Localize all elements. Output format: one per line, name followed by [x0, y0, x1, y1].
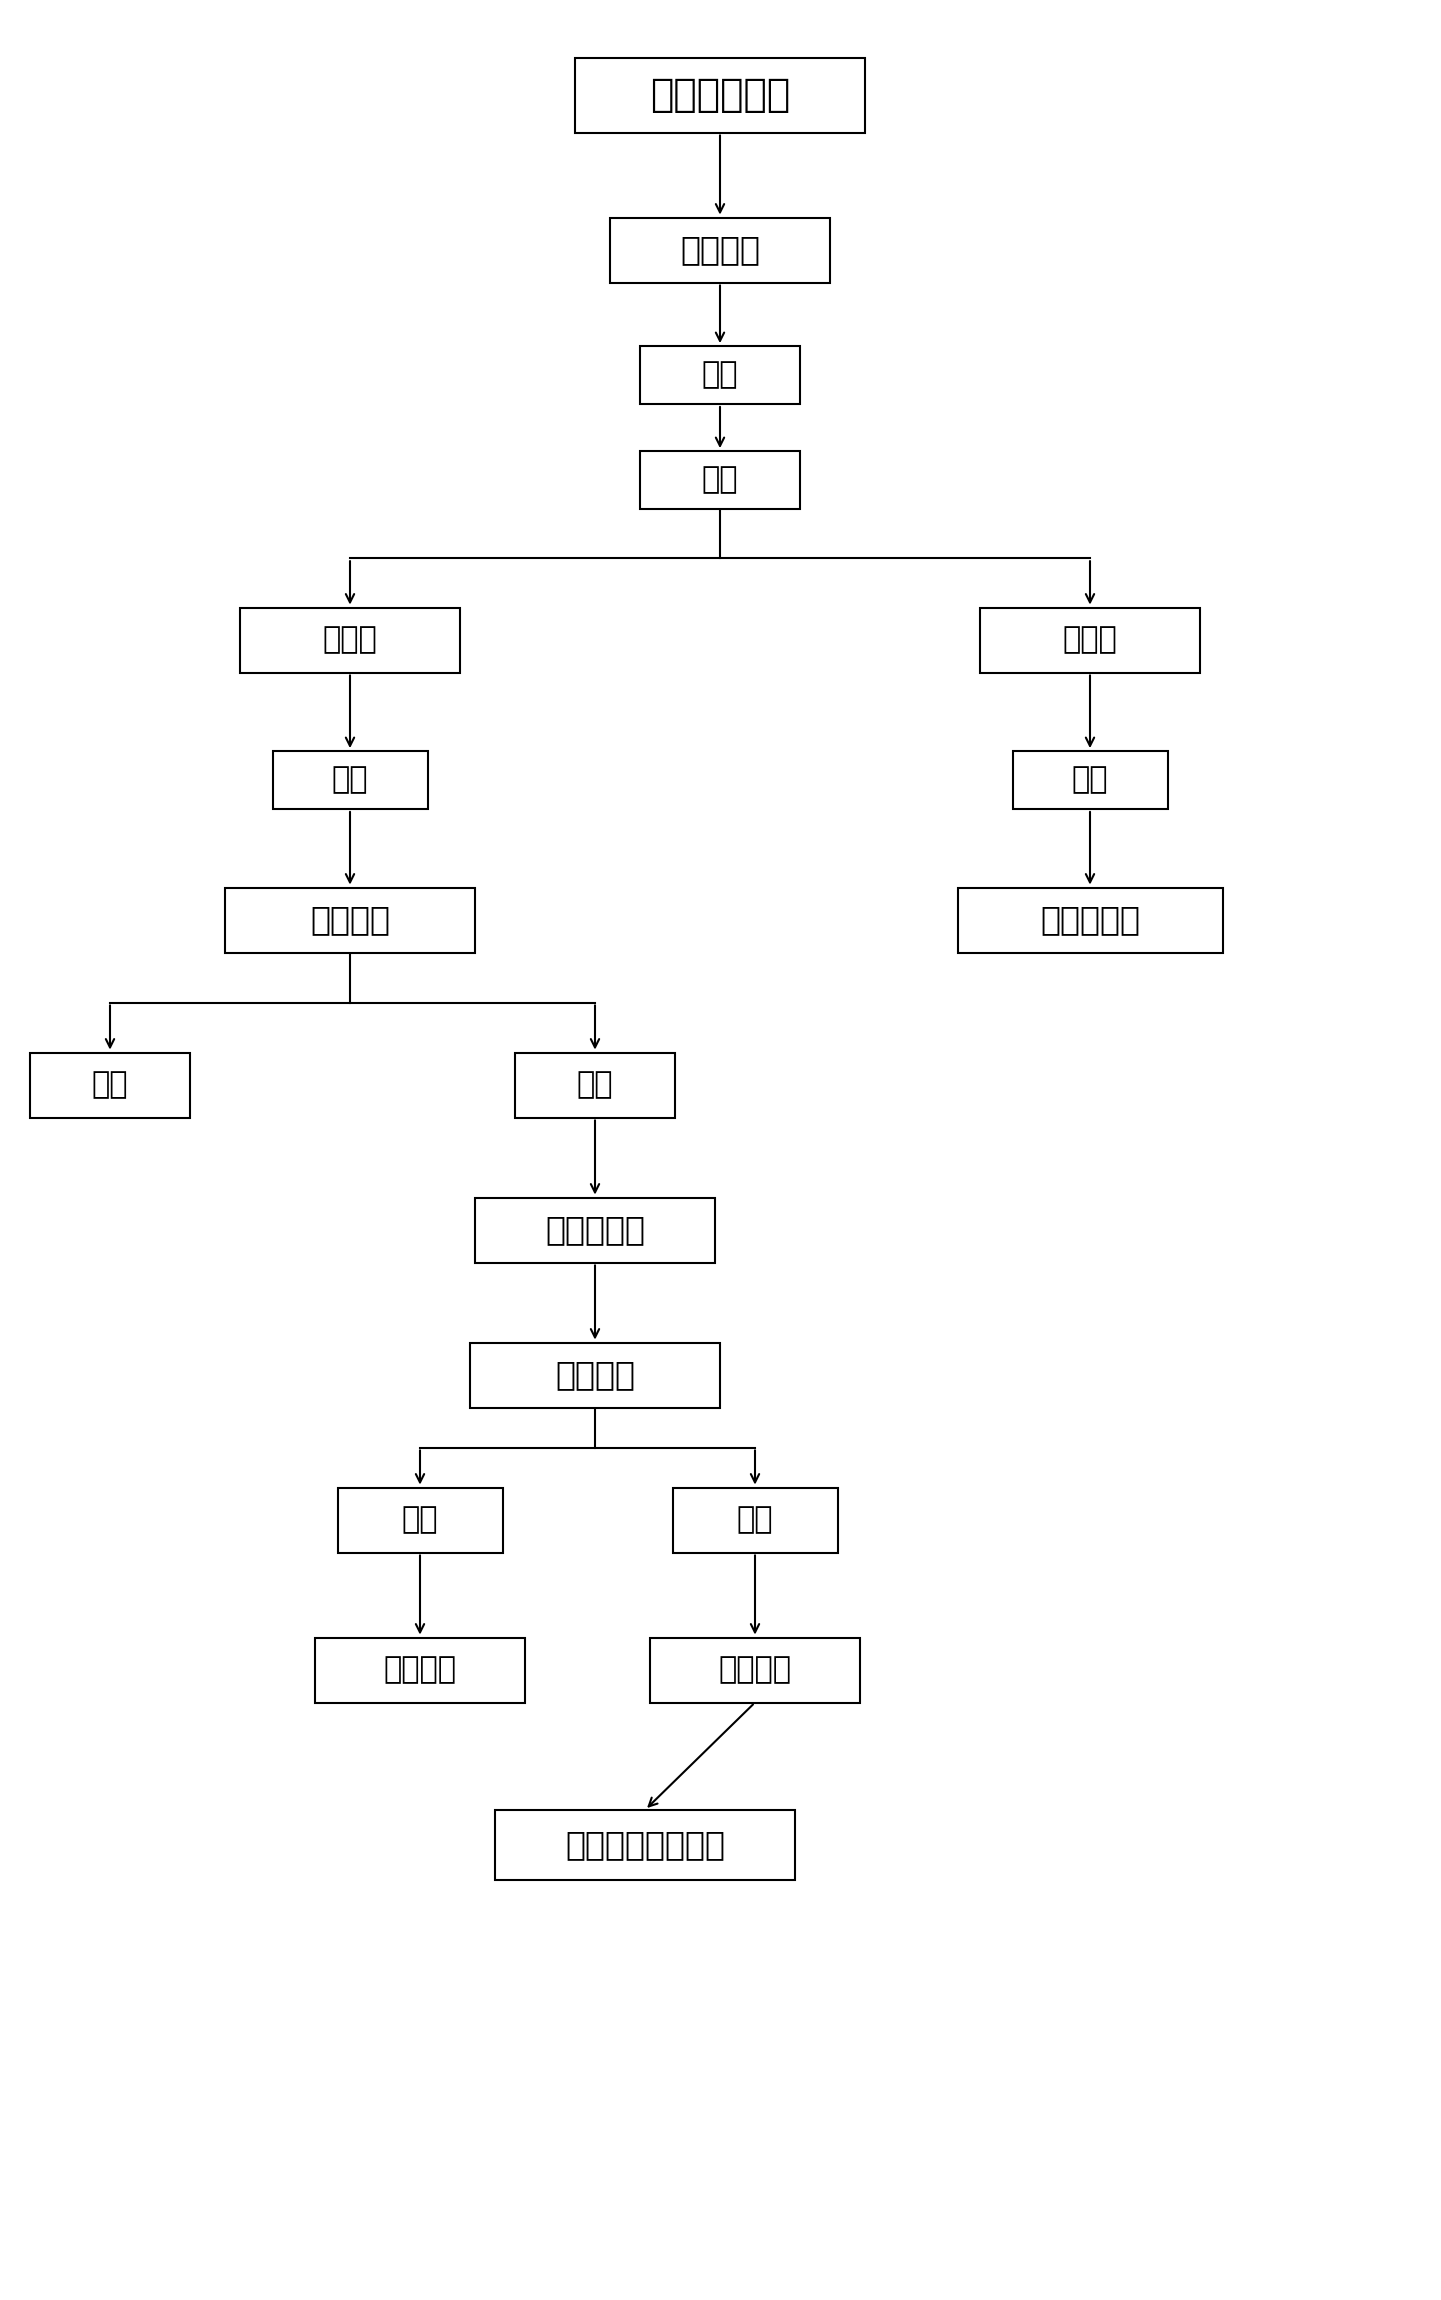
Text: 浸出: 浸出: [331, 766, 369, 794]
Bar: [241, 607, 460, 672]
Bar: [575, 58, 865, 133]
Bar: [316, 1638, 525, 1702]
Text: 清洗: 清洗: [1072, 766, 1108, 794]
Text: 加入硫酸盐: 加入硫酸盐: [545, 1214, 646, 1247]
Bar: [610, 218, 830, 283]
Bar: [650, 1638, 860, 1702]
Text: 钉壳粉碎粒: 钉壳粉碎粒: [1040, 904, 1140, 936]
Bar: [272, 752, 428, 810]
Bar: [673, 1488, 837, 1553]
Text: 滤渣: 滤渣: [92, 1070, 128, 1099]
Bar: [980, 607, 1200, 672]
Bar: [640, 451, 800, 508]
Text: 过筛: 过筛: [702, 465, 738, 494]
Text: 滤液: 滤液: [576, 1070, 614, 1099]
Text: 镁氢废旧电池: 镁氢废旧电池: [650, 76, 790, 115]
Bar: [514, 1053, 674, 1118]
Text: 机械破碎: 机械破碎: [680, 235, 759, 267]
Text: 固液分离: 固液分离: [555, 1359, 635, 1392]
Bar: [476, 1198, 715, 1263]
Text: 筛上物: 筛上物: [1062, 626, 1117, 655]
Text: 磁选: 磁选: [702, 361, 738, 389]
Bar: [640, 345, 800, 405]
Text: 回收稀土: 回收稀土: [383, 1656, 457, 1684]
Bar: [1013, 752, 1167, 810]
Bar: [470, 1343, 720, 1408]
Bar: [337, 1488, 503, 1553]
Text: 制备球形氢氧化镁: 制备球形氢氧化镁: [565, 1828, 725, 1861]
Text: 固液分离: 固液分离: [310, 904, 391, 936]
Bar: [225, 888, 476, 952]
Text: 滤渣: 滤渣: [402, 1506, 438, 1534]
Bar: [957, 888, 1222, 952]
Text: 滤液: 滤液: [736, 1506, 774, 1534]
Bar: [30, 1053, 190, 1118]
Bar: [496, 1810, 795, 1879]
Text: 筛下物: 筛下物: [323, 626, 378, 655]
Text: 萍取除杂: 萍取除杂: [719, 1656, 791, 1684]
